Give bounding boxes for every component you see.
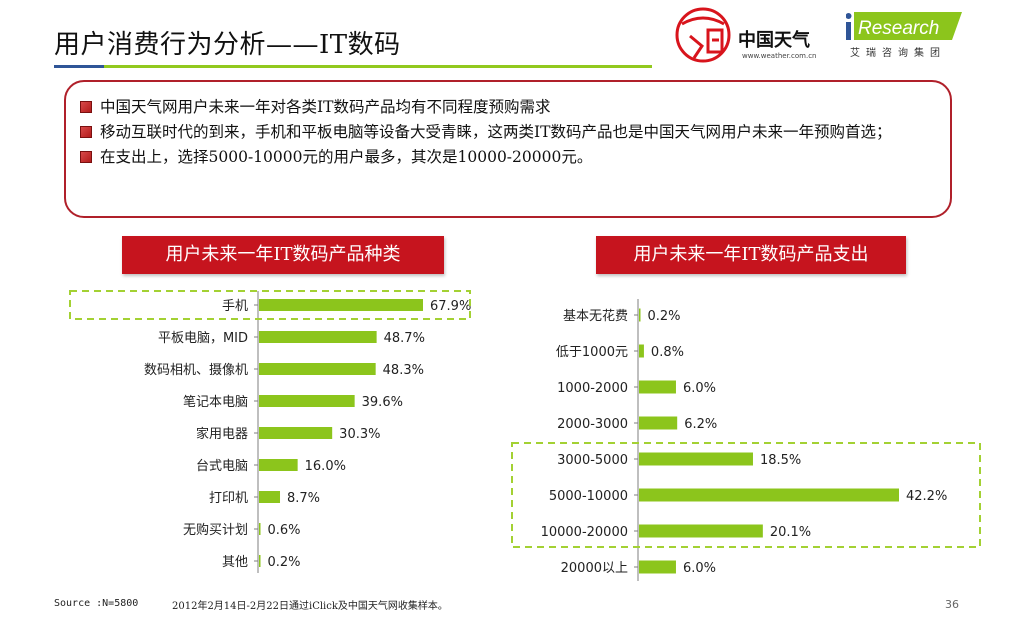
weather-logo: 中国天气 www.weather.com.cn	[672, 6, 842, 66]
highlight-box-types	[69, 290, 471, 320]
chart-title-spending: 用户未来一年IT数码产品支出	[596, 236, 906, 274]
chart-value-label-types: 48.7%	[384, 331, 425, 346]
page-number: 36	[945, 598, 959, 611]
chart-category-label-spend: 20000以上	[561, 561, 628, 576]
chart-value-label-types: 0.6%	[268, 523, 301, 538]
svg-text:Research: Research	[858, 18, 939, 39]
chart-value-label-types: 48.3%	[383, 363, 424, 378]
summary-list: 中国天气网用户未来一年对各类IT数码产品均有不同程度预购需求 移动互联时代的到来…	[80, 96, 932, 168]
chart-category-label-spend: 1000-2000	[557, 381, 628, 396]
chart-category-label-spend: 10000-20000	[541, 525, 628, 540]
chart-value-label-types: 8.7%	[287, 491, 320, 506]
chart-bar-types	[259, 427, 333, 439]
chart-value-label-types: 16.0%	[305, 459, 346, 474]
summary-point-text: 移动互联时代的到来，手机和平板电脑等设备大受青睐，这两类IT数码产品也是中国天气…	[100, 123, 892, 141]
iresearch-mark-icon: Research	[846, 12, 962, 40]
chart-bar-types	[259, 331, 377, 343]
chart-value-label-spend: 6.0%	[683, 381, 716, 396]
chart-value-label-spend: 6.2%	[684, 417, 717, 432]
chart-bar-types	[259, 363, 376, 375]
chart-category-label-types: 平板电脑，MID	[158, 331, 248, 346]
chart-category-label-spend: 5000-10000	[549, 489, 628, 504]
chart-bar-spend	[639, 308, 641, 322]
summary-point: 在支出上，选择5000-10000元的用户最多，其次是10000-20000元。	[80, 146, 932, 168]
chart-bar-types	[259, 459, 298, 471]
page-title: 用户消费行为分析——IT数码	[54, 30, 401, 60]
chart-bar-spend	[639, 560, 676, 574]
chart-bar-spend	[639, 488, 899, 502]
summary-point-text: 中国天气网用户未来一年对各类IT数码产品均有不同程度预购需求	[100, 98, 551, 116]
chart-value-label-spend: 20.1%	[770, 525, 811, 540]
summary-point: 移动互联时代的到来，手机和平板电脑等设备大受青睐，这两类IT数码产品也是中国天气…	[80, 121, 932, 143]
chart-category-label-types: 数码相机、摄像机	[144, 363, 248, 378]
chart-bar-spend	[639, 452, 753, 466]
chart-value-label-types: 67.9%	[430, 299, 471, 314]
chart-bar-types	[259, 299, 423, 311]
weather-logo-url: www.weather.com.cn	[742, 52, 817, 60]
chart-value-label-spend: 0.2%	[648, 309, 681, 324]
title-underline-green	[104, 65, 652, 68]
chart-category-label-spend: 低于1000元	[556, 345, 628, 360]
chart-bar-spend	[639, 344, 644, 358]
chart-value-label-spend: 18.5%	[760, 453, 801, 468]
title-underline-blue	[54, 65, 104, 68]
chart-category-label-types: 笔记本电脑	[183, 394, 248, 410]
summary-point-text: 在支出上，选择5000-10000元的用户最多，其次是10000-20000元。	[100, 148, 593, 166]
bullet-icon	[80, 151, 92, 163]
chart-value-label-spend: 0.8%	[651, 345, 684, 360]
iresearch-subtitle: 艾瑞咨询集团	[850, 48, 946, 59]
chart-category-label-spend: 2000-3000	[557, 417, 628, 432]
chart-bar-spend	[639, 380, 676, 394]
chart-value-label-types: 30.3%	[339, 427, 380, 442]
chart-category-label-spend: 3000-5000	[557, 453, 628, 468]
chart-bar-spend	[639, 524, 763, 538]
chart-category-label-types: 手机	[222, 299, 248, 314]
highlight-box-spend	[511, 442, 981, 548]
chart-bar-types	[259, 523, 261, 535]
bullet-icon	[80, 126, 92, 138]
chart-value-label-types: 0.2%	[268, 555, 301, 570]
footer-note: 2012年2月14日-2月22日通过iClick及中国天气网收集样本。	[172, 601, 448, 612]
chart-value-label-types: 39.6%	[362, 395, 403, 410]
chart-category-label-types: 无购买计划	[183, 522, 248, 538]
chart-category-label-types: 其他	[222, 555, 248, 570]
weather-logo-name: 中国天气	[738, 30, 810, 51]
chart-value-label-spend: 42.2%	[906, 489, 947, 504]
chart-category-label-types: 家用电器	[196, 426, 248, 442]
summary-point: 中国天气网用户未来一年对各类IT数码产品均有不同程度预购需求	[80, 96, 932, 118]
chart-category-label-types: 台式电脑	[196, 459, 248, 474]
chart-bar-spend	[639, 416, 678, 430]
chart-value-label-spend: 6.0%	[683, 561, 716, 576]
chart-bar-types	[259, 395, 355, 407]
chart-bar-types	[259, 491, 281, 503]
summary-box: 中国天气网用户未来一年对各类IT数码产品均有不同程度预购需求 移动互联时代的到来…	[64, 80, 952, 218]
chart-category-label-types: 打印机	[209, 491, 248, 506]
chart-bar-types	[259, 555, 261, 567]
chart-category-label-spend: 基本无花费	[563, 308, 628, 324]
iresearch-logo: Research 艾瑞咨询集团	[846, 10, 966, 60]
chart-title-product-types: 用户未来一年IT数码产品种类	[122, 236, 444, 274]
weather-seal-icon	[675, 7, 731, 63]
footer-source: Source :N=5800	[54, 598, 139, 609]
bullet-icon	[80, 101, 92, 113]
